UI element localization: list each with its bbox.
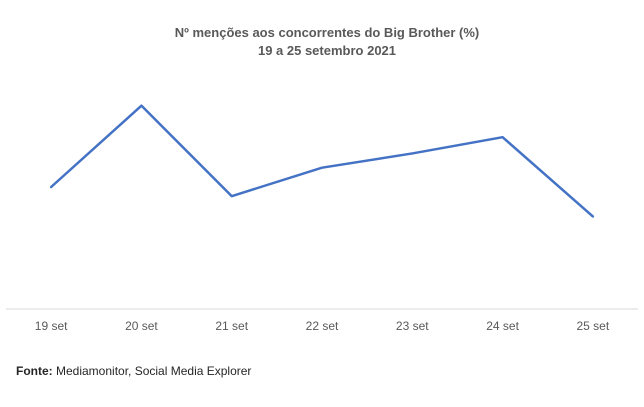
- x-tick-label: 22 set: [306, 319, 339, 333]
- source-text: Mediamonitor, Social Media Explorer: [56, 364, 252, 378]
- x-tick-label: 19 set: [35, 319, 68, 333]
- chart-subtitle: 19 a 25 setembro 2021: [258, 43, 396, 58]
- x-tick-label: 20 set: [125, 319, 158, 333]
- x-tick-labels: 19 set 20 set 21 set 22 set 23 set 24 set 25 s…: [35, 319, 610, 333]
- x-tick-label: 21 set: [215, 319, 248, 333]
- x-tick-label: 23 set: [396, 319, 429, 333]
- source-label: Fonte:: [16, 364, 53, 378]
- x-tick-label: 25 set: [577, 319, 610, 333]
- series-layer: [49, 104, 595, 218]
- source-note: Fonte: Mediamonitor, Social Media Explor…: [16, 364, 251, 378]
- x-tick-label: 24 set: [486, 319, 519, 333]
- series-line: [49, 104, 595, 218]
- chart-title: Nº menções aos concorrentes do Big Broth…: [175, 25, 480, 40]
